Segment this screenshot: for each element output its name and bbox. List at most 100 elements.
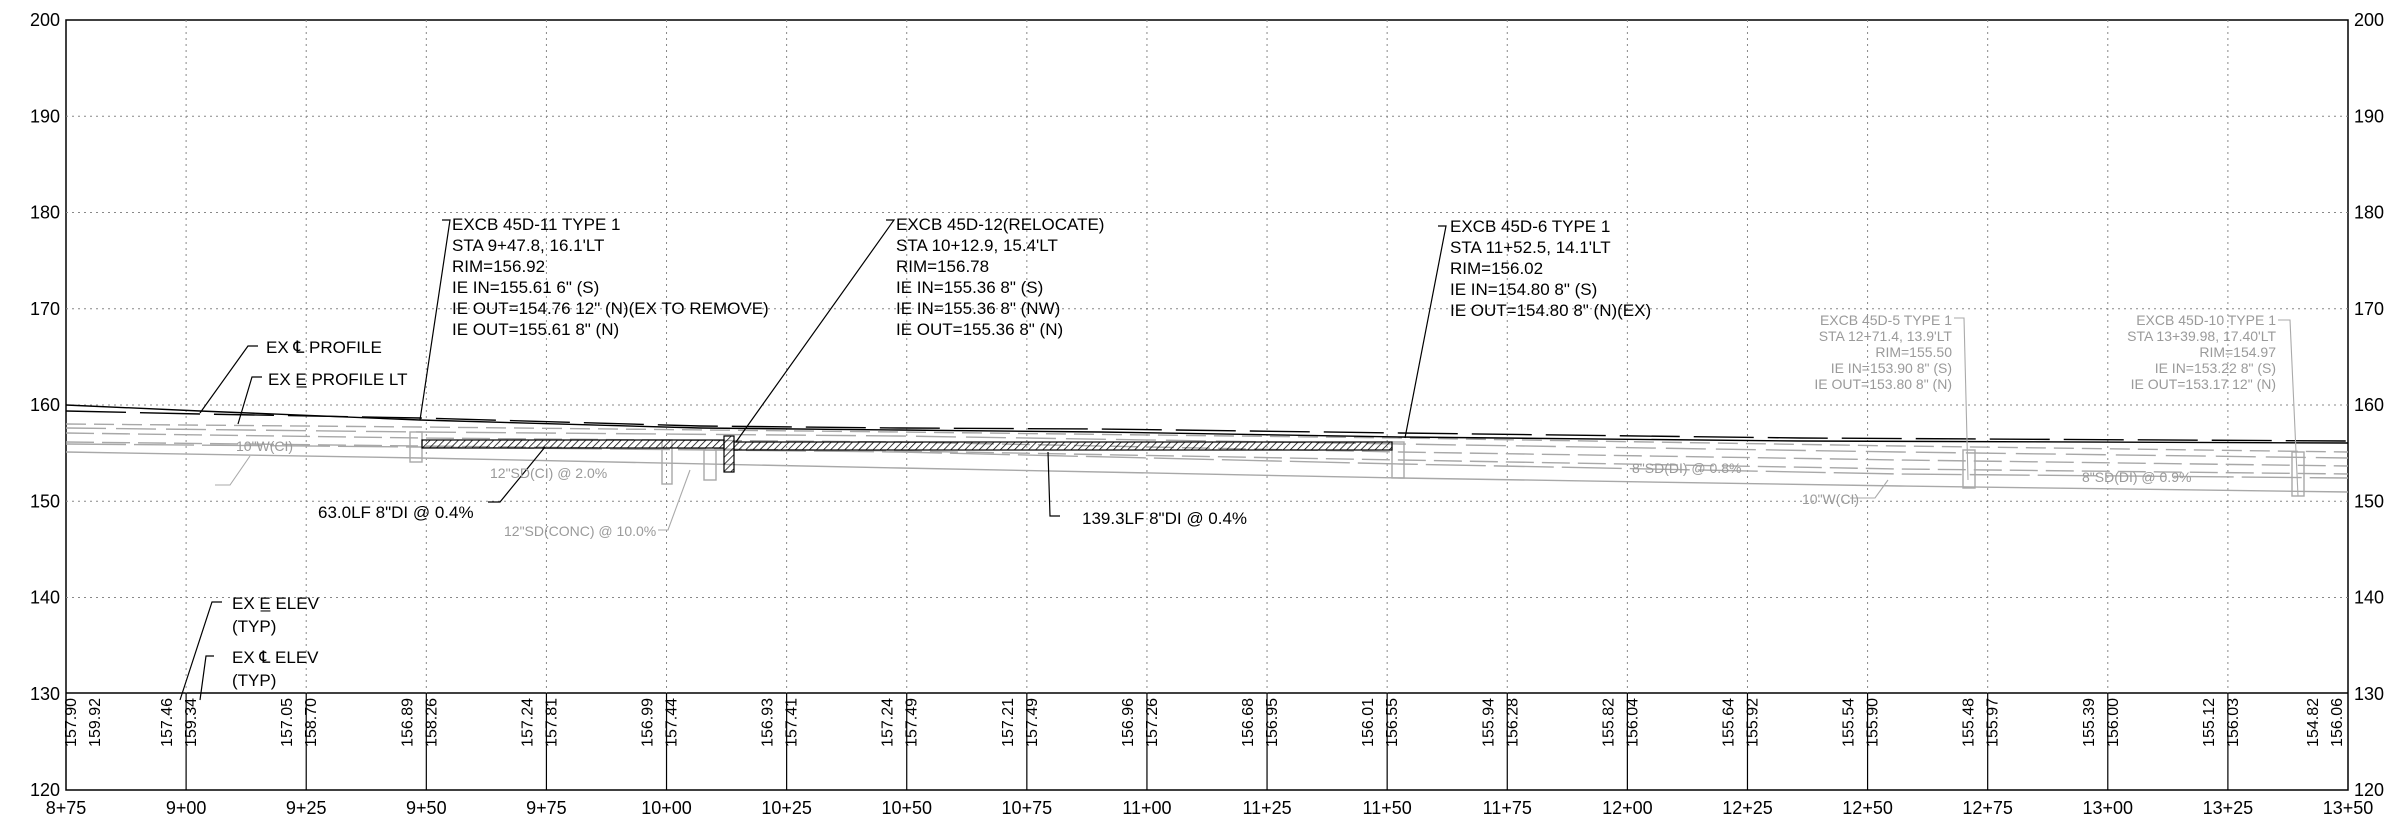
sd-label-4: 8"SD(DI) @ 0.9% bbox=[2082, 469, 2191, 485]
station-tick-label: 9+50 bbox=[406, 798, 447, 818]
elevation-tick-label: 180 bbox=[30, 203, 60, 223]
structure-box bbox=[1962, 449, 1976, 489]
band-elevation-value: 156.68 bbox=[1240, 698, 1257, 747]
callout-line: RIM=154.97 bbox=[2199, 344, 2276, 360]
station-tick-label: 10+75 bbox=[1002, 798, 1053, 818]
band-elevation-value: 155.94 bbox=[1480, 698, 1497, 747]
callout-line: RIM=155.50 bbox=[1875, 344, 1952, 360]
callout-line: IE IN=153.22 8" (S) bbox=[2155, 360, 2276, 376]
ex-line-a bbox=[65, 451, 2349, 493]
callout-line: EXCB 45D-6 TYPE 1 bbox=[1450, 217, 1610, 236]
elevation-tick-label: 140 bbox=[30, 588, 60, 608]
band-elevation-value: 157.26 bbox=[1144, 698, 1161, 747]
station-tick-label: 11+25 bbox=[1242, 798, 1291, 818]
callout-excb-45d-11: EXCB 45D-11 TYPE 1 STA 9+47.8, 16.1'LT RIM… bbox=[452, 215, 769, 339]
station-tick-label: 11+50 bbox=[1363, 798, 1412, 818]
ex-line-b bbox=[65, 423, 2349, 453]
callout-line: IE IN=153.90 8" (S) bbox=[1831, 360, 1952, 376]
band-elevation-value: 157.46 bbox=[159, 698, 176, 747]
callout-line: IE OUT=154.76 12" (N)(EX TO REMOVE) bbox=[452, 299, 769, 318]
station-tick-label: 13+00 bbox=[2083, 798, 2134, 818]
callout-line: IE OUT=153.80 8" (N) bbox=[1814, 376, 1952, 392]
band-elevation-value: 157.44 bbox=[664, 698, 681, 747]
station-tick-label: 13+25 bbox=[2203, 798, 2254, 818]
callout-line: IE IN=155.36 8" (S) bbox=[896, 278, 1043, 297]
elevation-tick-label: 190 bbox=[30, 106, 60, 126]
water-label-2: 10"W(CI) bbox=[1802, 491, 1859, 507]
callout-line: IE OUT=153.17 12" (N) bbox=[2131, 376, 2276, 392]
elevation-axis-left: 200 190 180 170 160 150 140 130 120 bbox=[30, 10, 60, 800]
leader-lines bbox=[179, 219, 1447, 701]
callout-line: EXCB 45D-12(RELOCATE) bbox=[896, 215, 1104, 234]
station-tick-label: 11+75 bbox=[1483, 798, 1532, 818]
band-elevation-value: 156.28 bbox=[1504, 698, 1521, 747]
typ-label: (TYP) bbox=[232, 671, 276, 690]
band-elevation-value: 157.41 bbox=[784, 698, 801, 747]
elevation-tick-label: 170 bbox=[2354, 299, 2384, 319]
callout-excb-45d-6: EXCB 45D-6 TYPE 1 STA 11+52.5, 14.1'LT RIM… bbox=[1450, 217, 1651, 320]
elevation-tick-label: 200 bbox=[30, 10, 60, 30]
callout-line: STA 9+47.8, 16.1'LT bbox=[452, 236, 604, 255]
band-elevation-value: 156.04 bbox=[1624, 698, 1641, 747]
bottom-elevation-values: 157.90 159.92 157.46 159.34 157.05 158.70 156.… bbox=[63, 698, 2346, 747]
band-elevation-value: 157.90 bbox=[63, 698, 80, 747]
elevation-tick-label: 200 bbox=[2354, 10, 2384, 30]
water-label-1: 10"W(CI) bbox=[236, 438, 293, 454]
band-elevation-value: 158.70 bbox=[303, 698, 320, 747]
callout-line: RIM=156.02 bbox=[1450, 259, 1543, 278]
ex-cl-profile-label: EX ℄ PROFILE bbox=[266, 338, 382, 357]
station-tick-label: 9+75 bbox=[526, 798, 567, 818]
callout-line: IE OUT=155.61 8" (N) bbox=[452, 320, 619, 339]
callout-line: EXCB 45D-11 TYPE 1 bbox=[452, 215, 621, 234]
band-elevation-value: 156.03 bbox=[2225, 698, 2242, 747]
band-elevation-value: 159.34 bbox=[183, 698, 200, 747]
elevation-tick-label: 150 bbox=[30, 491, 60, 511]
structure-box bbox=[1391, 441, 1405, 479]
station-tick-label: 10+25 bbox=[761, 798, 812, 818]
band-elevation-value: 157.24 bbox=[519, 698, 536, 747]
proposed-pipe-1 bbox=[421, 439, 725, 449]
sd-label-3: 8"SD(DI) @ 0.8% bbox=[1632, 460, 1741, 476]
band-elevation-value: 157.21 bbox=[1000, 698, 1017, 747]
gray-leader-lines bbox=[215, 317, 2299, 531]
pipe-label-139lf: 139.3LF 8"DI @ 0.4% bbox=[1082, 509, 1247, 528]
ex-cl-profile-line bbox=[65, 404, 2349, 444]
callout-line: EXCB 45D-5 TYPE 1 bbox=[1820, 312, 1952, 328]
band-elevation-value: 157.24 bbox=[880, 698, 897, 747]
station-tick-label: 9+25 bbox=[286, 798, 327, 818]
band-elevation-value: 155.64 bbox=[1720, 698, 1737, 747]
band-elevation-value: 155.48 bbox=[1961, 698, 1978, 747]
band-elevation-value: 157.81 bbox=[543, 698, 560, 747]
callout-excb-45d-12: EXCB 45D-12(RELOCATE) STA 10+12.9, 15.4'L… bbox=[896, 215, 1104, 339]
callout-excb-45d-5: EXCB 45D-5 TYPE 1 STA 12+71.4, 13.9'LT RIM… bbox=[1814, 312, 1952, 392]
station-tick-label: 10+00 bbox=[641, 798, 692, 818]
elevation-tick-label: 170 bbox=[30, 299, 60, 319]
ex-el-profile-lt-line bbox=[65, 410, 2349, 442]
band-elevation-value: 156.06 bbox=[2329, 698, 2346, 747]
band-elevation-value: 156.55 bbox=[1384, 698, 1401, 747]
station-tick-label: 12+00 bbox=[1602, 798, 1653, 818]
callout-line: IE IN=155.36 8" (NW) bbox=[896, 299, 1060, 318]
band-elevation-value: 155.82 bbox=[1600, 698, 1617, 747]
ex-el-elev-label: EX E̲ ELEV bbox=[232, 594, 320, 613]
callout-line: STA 13+39.98, 17.40'LT bbox=[2127, 328, 2276, 344]
band-elevation-value: 155.39 bbox=[2081, 698, 2098, 747]
band-elevation-value: 155.90 bbox=[1865, 698, 1882, 747]
band-elevation-value: 156.00 bbox=[2105, 698, 2122, 747]
callout-line: RIM=156.78 bbox=[896, 257, 989, 276]
band-elevation-value: 156.01 bbox=[1360, 698, 1377, 747]
proposed-pipe-2 bbox=[733, 441, 1393, 451]
callout-line: EXCB 45D-10 TYPE 1 bbox=[2136, 312, 2276, 328]
band-elevation-value: 155.12 bbox=[2201, 698, 2218, 747]
elevation-tick-label: 150 bbox=[2354, 491, 2384, 511]
callout-line: IE IN=154.80 8" (S) bbox=[1450, 280, 1597, 299]
elevation-tick-label: 160 bbox=[30, 395, 60, 415]
band-elevation-value: 157.49 bbox=[1024, 698, 1041, 747]
proposed-cb-relocate bbox=[723, 435, 735, 473]
station-axis: 8+75 9+00 9+25 9+50 9+75 10+00 10+25 10+50 10+75… bbox=[46, 798, 2374, 818]
band-elevation-value: 154.82 bbox=[2305, 698, 2322, 747]
elevation-tick-label: 180 bbox=[2354, 203, 2384, 223]
band-elevation-value: 155.54 bbox=[1841, 698, 1858, 747]
elevation-tick-label: 160 bbox=[2354, 395, 2384, 415]
